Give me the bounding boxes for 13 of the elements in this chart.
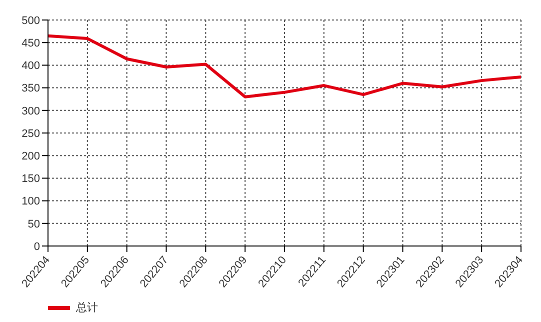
y-tick-label: 250 [22,128,40,140]
y-tick-label: 50 [28,218,40,230]
y-tick-label: 400 [22,60,40,72]
y-tick-label: 150 [22,173,40,186]
y-tick-label: 300 [22,105,40,118]
y-tick-label: 500 [22,14,40,27]
y-tick-label: 350 [22,82,40,95]
y-tick-label: 450 [22,38,40,50]
y-tick-label: 200 [22,150,40,163]
y-tick-label: 100 [22,196,40,208]
y-tick-label: 0 [34,240,40,253]
legend-label: 总计 [75,301,98,315]
line-series [48,34,521,98]
